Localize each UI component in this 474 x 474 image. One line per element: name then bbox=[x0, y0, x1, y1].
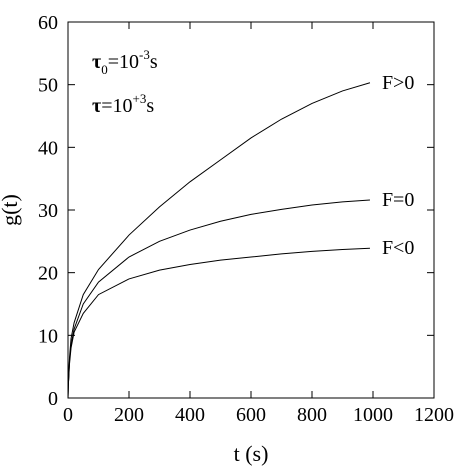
series-label-3: F<0 bbox=[382, 237, 414, 259]
series-label-1: F>0 bbox=[382, 72, 414, 94]
y-tick-label: 10 bbox=[38, 325, 58, 347]
y-tick-label: 40 bbox=[38, 137, 58, 159]
y-tick-label: 20 bbox=[38, 263, 58, 285]
tau0-annotation: τ0=10-3s bbox=[92, 47, 158, 77]
tick-labels-group: 0 200 400 600 800 1000 1200 0 10 20 30 40 50 60 bbox=[38, 12, 454, 426]
x-tick-label: 1000 bbox=[353, 404, 393, 426]
y-tick-label: 0 bbox=[48, 388, 58, 410]
y-tick-label: 30 bbox=[38, 200, 58, 222]
x-tick-label: 200 bbox=[114, 404, 144, 426]
x-tick-label: 0 bbox=[63, 404, 73, 426]
y-tick-label: 60 bbox=[38, 12, 58, 34]
x-axis-label: t (s) bbox=[234, 441, 269, 466]
series-label-2: F=0 bbox=[382, 189, 414, 211]
x-tick-label: 800 bbox=[297, 404, 327, 426]
x-tick-label: 600 bbox=[236, 404, 266, 426]
series-lines-group bbox=[67, 82, 371, 399]
series-labels-group: F>0 F=0 F<0 bbox=[382, 72, 414, 259]
series-line-3 bbox=[67, 247, 370, 399]
x-tick-label: 1200 bbox=[414, 404, 454, 426]
tau-annotation: τ=10+3s bbox=[92, 91, 154, 117]
ticks-group bbox=[67, 21, 435, 399]
y-tick-label: 50 bbox=[38, 75, 58, 97]
plot-area bbox=[67, 21, 435, 399]
y-axis-label: g(t) bbox=[0, 194, 22, 226]
x-tick-label: 400 bbox=[175, 404, 205, 426]
